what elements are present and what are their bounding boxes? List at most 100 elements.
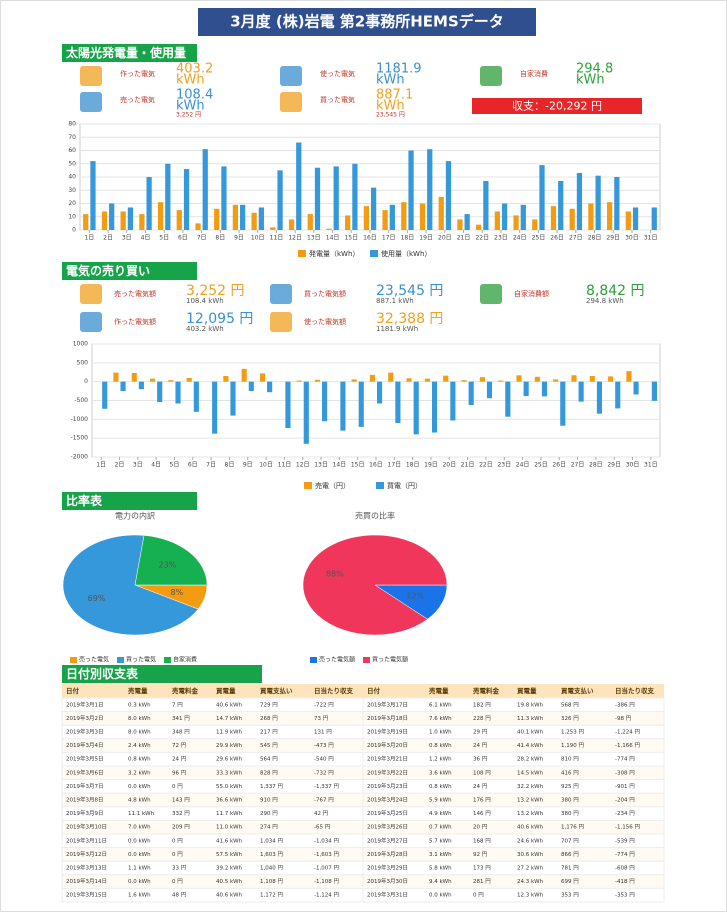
legend-swatch [370, 250, 378, 257]
table-cell: 92 円 [473, 851, 488, 858]
table-cell: 1.6 kWh [128, 893, 151, 899]
bar [363, 206, 369, 230]
bar [377, 381, 383, 404]
table-header: 日付 [367, 686, 381, 695]
bar [214, 208, 220, 230]
table-cell: 545 円 [260, 742, 278, 749]
bar [139, 214, 145, 230]
x-tick-label: 9日 [234, 235, 244, 242]
table-cell: 332 円 [172, 810, 190, 817]
table-cell: 2019年3月28日 [367, 850, 408, 858]
bar [307, 214, 313, 230]
table-header-bg [363, 684, 664, 698]
table-cell: 2019年3月9日 [66, 809, 104, 817]
legend-label: 発電量（kWh） [309, 249, 359, 258]
trade-sub: 108.4 kWh [186, 297, 224, 305]
table-cell: 1.0 kWh [429, 730, 452, 736]
bar [138, 381, 144, 390]
bar [419, 203, 426, 230]
table-cell: -1,224 円 [615, 729, 640, 736]
table-cell: 41.4 kWh [517, 743, 544, 749]
bar [149, 378, 156, 382]
bar [464, 214, 470, 230]
table-cell: 4.8 kWh [128, 798, 151, 804]
pie-label: 23% [159, 561, 177, 570]
table-cell: 9.4 kWh [429, 879, 452, 885]
y-tick-label: 1000 [73, 341, 88, 348]
bar [614, 177, 620, 230]
summary-value: 887.1 [376, 88, 413, 103]
bar [532, 219, 538, 230]
table-cell: 4.9 kWh [429, 811, 452, 817]
table-cell: 108 円 [473, 769, 491, 776]
table-cell: 0 円 [172, 851, 183, 858]
table-cell: 2019年3月11日 [66, 836, 107, 844]
table-cell: 55.0 kWh [216, 784, 243, 790]
bar [576, 173, 583, 230]
x-tick-label: 22日 [475, 235, 489, 242]
x-tick-label: 20日 [438, 235, 452, 242]
bar [483, 180, 489, 230]
y-tick-label: 500 [77, 359, 89, 366]
bar [127, 207, 134, 230]
table-cell: 146 円 [473, 810, 491, 817]
x-tick-label: 26日 [550, 235, 564, 242]
table-cell: 14.5 kWh [517, 770, 544, 776]
icon [80, 66, 102, 86]
bar [401, 202, 407, 230]
table-cell: 1.2 kWh [429, 757, 452, 763]
table-cell: 0.0 kWh [128, 852, 151, 858]
x-tick-label: 23日 [497, 462, 511, 469]
bar [248, 381, 254, 392]
bar [534, 376, 540, 382]
x-tick-label: 1日 [84, 235, 94, 242]
bar [352, 163, 358, 230]
x-tick-label: 26日 [552, 462, 566, 469]
table-cell: -353 円 [615, 892, 635, 899]
table-cell: 2019年3月24日 [367, 796, 408, 804]
icon [270, 312, 292, 332]
x-tick-label: 29日 [606, 235, 620, 242]
table-cell: -539 円 [615, 837, 635, 844]
bar [183, 169, 190, 230]
bar [606, 202, 613, 230]
table-cell: 13.2 kWh [517, 811, 544, 817]
table-cell: -386 円 [615, 701, 635, 708]
bar [408, 150, 414, 230]
bar [595, 175, 601, 230]
bar [146, 177, 152, 230]
table-cell: 29 円 [473, 729, 488, 736]
table-cell: 73 円 [314, 715, 329, 722]
legend-swatch [363, 657, 371, 663]
table-cell: 11.7 kWh [216, 811, 243, 817]
bar [277, 170, 283, 230]
table-cell: 2019年3月12日 [66, 850, 107, 858]
table-cell: 281 円 [473, 878, 491, 885]
table-cell: 24 円 [172, 756, 187, 763]
bar [202, 149, 208, 230]
table-cell: 11.9 kWh [216, 730, 243, 736]
trade-value: 32,388 円 [376, 311, 443, 327]
table-cell: 72 円 [172, 742, 187, 749]
table-cell: 1,176 円 [561, 824, 584, 831]
table-cell: 7.6 kWh [429, 716, 452, 722]
summary-value: 1181.9 [376, 62, 422, 77]
icon [280, 66, 302, 86]
summary-note: 3,252 円 [176, 112, 201, 119]
legend-swatch [117, 657, 125, 663]
table-header: 日付 [66, 686, 80, 695]
table-cell: 5.8 kWh [429, 866, 452, 872]
table-cell: 0 円 [172, 837, 183, 844]
table-cell: -1,166 円 [615, 742, 640, 749]
x-tick-label: 7日 [206, 462, 216, 469]
table-cell: 326 円 [561, 715, 579, 722]
icon [80, 312, 102, 332]
x-tick-label: 28日 [588, 235, 602, 242]
bar [651, 381, 657, 401]
section-header: 太陽光発電量・使用量 [66, 45, 186, 60]
table-cell: -901 円 [615, 783, 635, 790]
bar [314, 167, 321, 230]
trade-label: 売った電気額 [114, 289, 156, 298]
bar [413, 381, 419, 435]
